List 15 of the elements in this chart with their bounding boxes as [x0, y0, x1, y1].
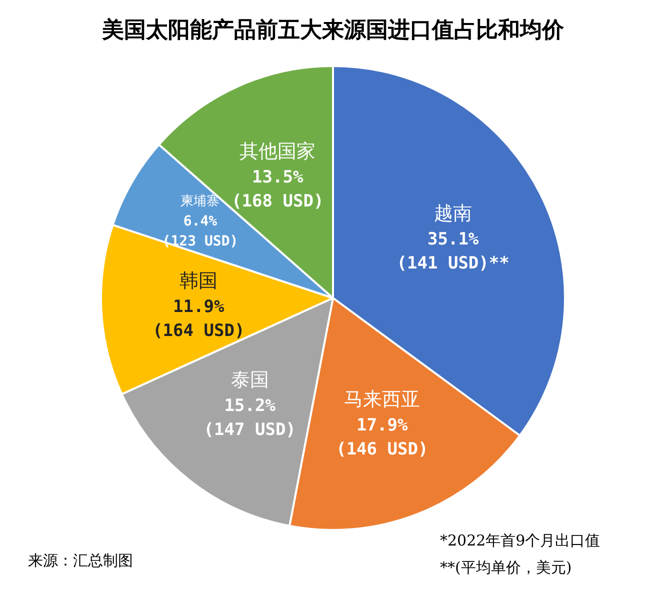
- chart-title: 美国太阳能产品前五大来源国进口值占比和均价: [101, 17, 565, 43]
- data-label: 13.5% (168 USD): [232, 167, 324, 212]
- slice-label: 韩国: [180, 270, 218, 292]
- data-label: 35.1% (141 USD)**: [396, 229, 510, 274]
- slice-label: 马来西亚: [344, 388, 420, 410]
- slice-label: 泰国: [230, 368, 269, 391]
- source-note: 来源：汇总制图: [28, 552, 133, 570]
- slice-label: 柬埔寨: [180, 193, 220, 210]
- text: **(平均单价，美元): [440, 558, 572, 576]
- data-label: 17.9% (146 USD): [336, 415, 428, 460]
- slice-label: 其他国家: [240, 140, 316, 162]
- slice-label: 越南: [434, 202, 472, 224]
- data-label: 11.9% (164 USD): [152, 297, 245, 342]
- data-label: 15.2% (147 USD): [204, 396, 296, 440]
- text: *2022年首9个月出口值: [440, 532, 600, 550]
